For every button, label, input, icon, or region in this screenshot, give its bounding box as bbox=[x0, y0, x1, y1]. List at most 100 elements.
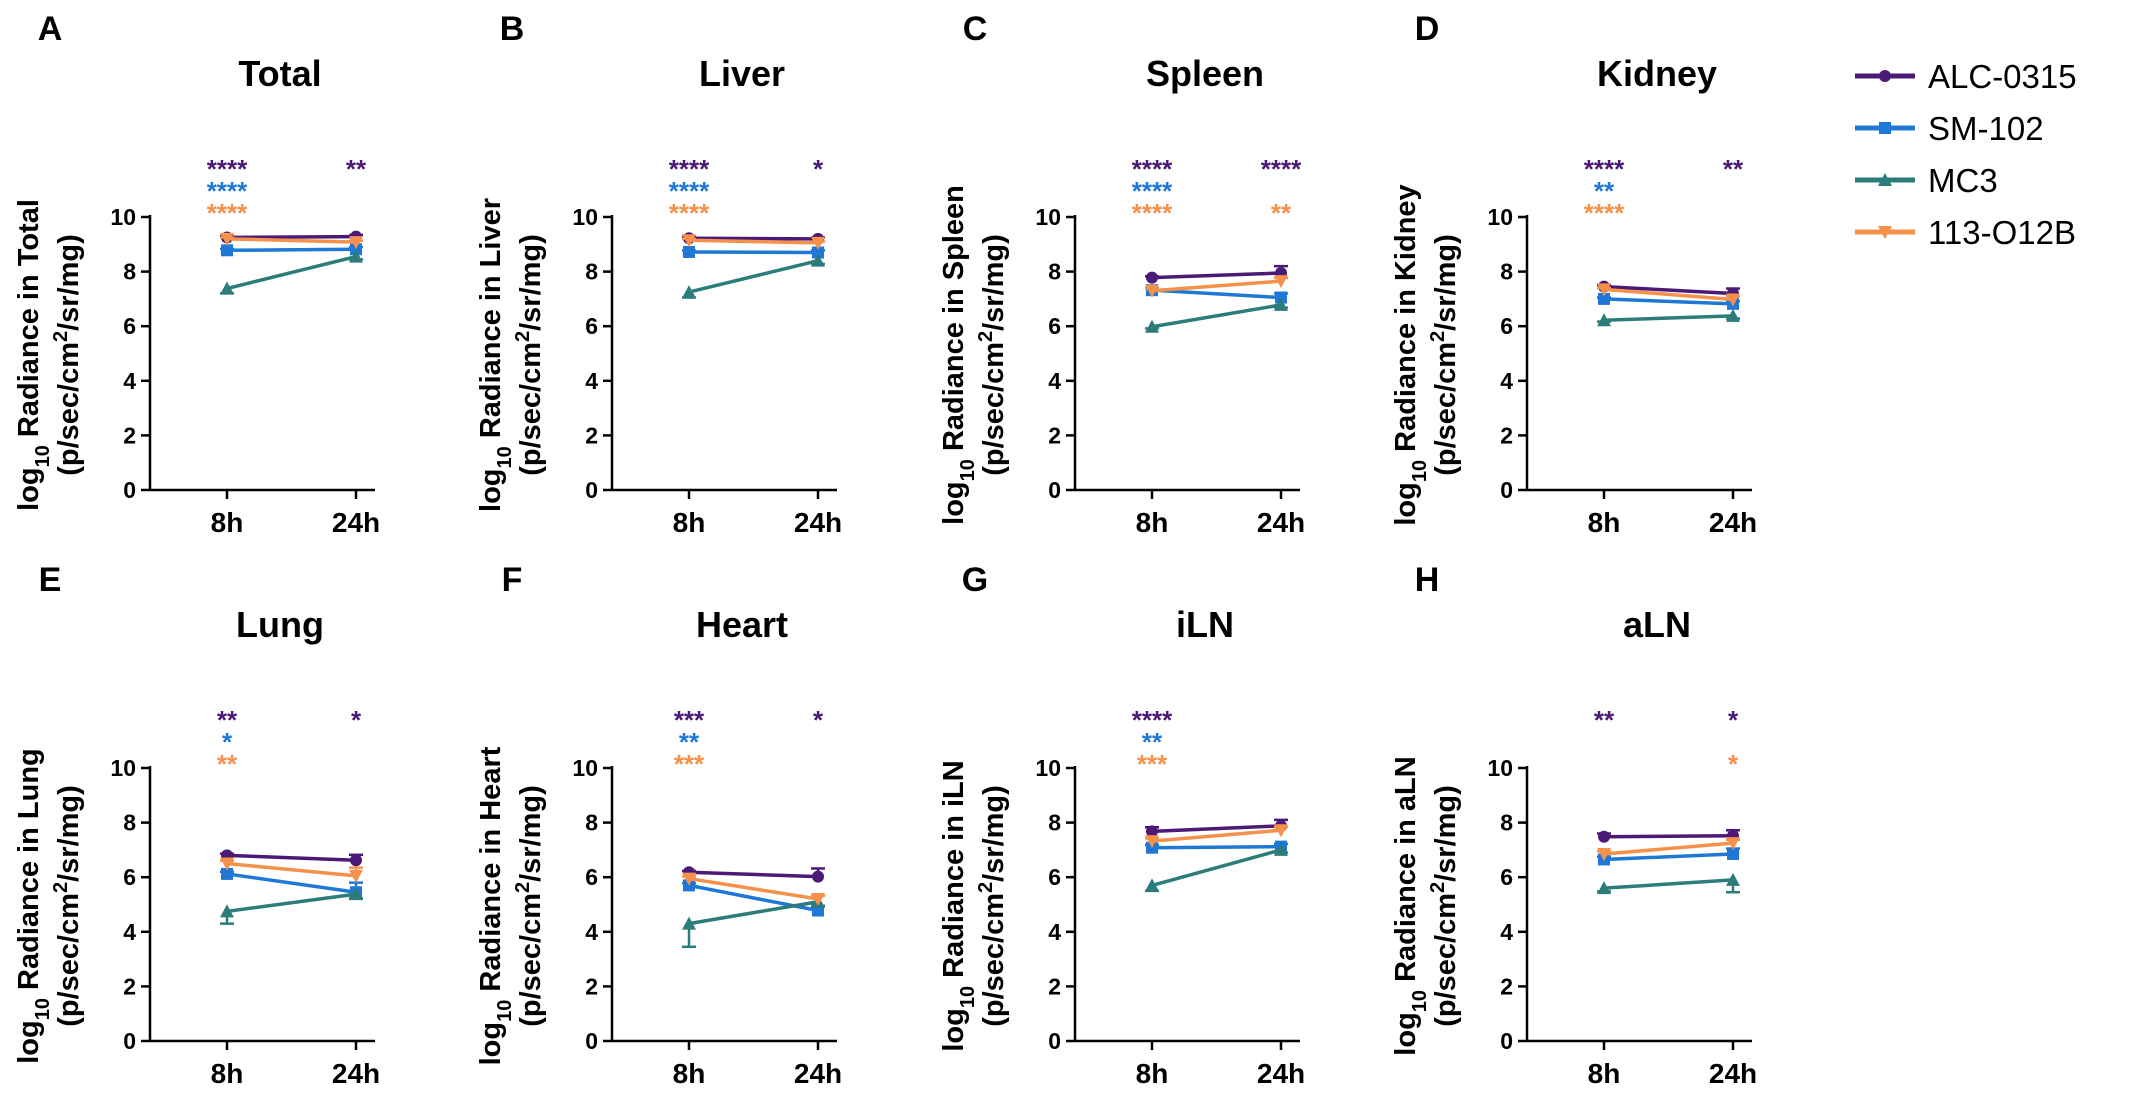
y-axis-label-part: 2 bbox=[50, 882, 72, 893]
series-113-o12b bbox=[1597, 837, 1740, 861]
series-alc-0315 bbox=[220, 849, 363, 867]
series-sm-102 bbox=[1145, 840, 1288, 854]
y-tick-label: 0 bbox=[1048, 1028, 1061, 1054]
panel-title: Spleen bbox=[1146, 53, 1264, 94]
series-line bbox=[688, 900, 819, 926]
significance-stars: * bbox=[1728, 749, 1739, 779]
legend-marker bbox=[1878, 173, 1892, 186]
y-axis-label-part: (p/sec/cm bbox=[515, 342, 547, 476]
y-tick-label: 6 bbox=[1048, 313, 1061, 339]
y-axis-label-part: /sr/mg) bbox=[978, 234, 1010, 331]
legend-marker bbox=[1878, 226, 1892, 239]
series-line bbox=[226, 237, 357, 244]
series-line bbox=[688, 250, 819, 255]
y-axis-label-part: 10 bbox=[32, 998, 54, 1020]
y-axis-label-part: 10 bbox=[1409, 990, 1431, 1012]
y-axis-label-part: log bbox=[475, 1022, 507, 1066]
series-mc3 bbox=[1145, 297, 1288, 333]
series-sm-102 bbox=[220, 243, 363, 257]
series-line bbox=[226, 247, 357, 253]
y-axis-label-line1: log10 Radiance in Total bbox=[13, 199, 54, 511]
y-axis-label-part: Radiance in iLN bbox=[938, 760, 970, 986]
data-point bbox=[1145, 878, 1159, 892]
data-point bbox=[1146, 825, 1158, 838]
significance-stars: ** bbox=[1723, 154, 1744, 184]
panel-title: Kidney bbox=[1597, 53, 1717, 94]
y-axis-label-part: /sr/mg) bbox=[978, 785, 1010, 882]
series-mc3 bbox=[1597, 872, 1740, 895]
data-point bbox=[221, 867, 233, 880]
significance-stars: * bbox=[351, 705, 362, 735]
y-tick-label: 4 bbox=[1048, 919, 1061, 945]
series-mc3 bbox=[1145, 842, 1288, 893]
data-point bbox=[1726, 837, 1740, 851]
y-axis-label-part: Radiance in Total bbox=[13, 199, 45, 445]
panel-letter: D bbox=[1415, 10, 1440, 48]
panel-title: Lung bbox=[236, 604, 324, 645]
y-axis-label-line1: log10 Radiance in iLN bbox=[938, 760, 979, 1051]
significance-stars: *** bbox=[674, 705, 705, 735]
y-axis-label-line1: log10 Radiance in Liver bbox=[475, 198, 516, 512]
series-line bbox=[1603, 297, 1734, 306]
y-tick-label: 2 bbox=[1500, 973, 1513, 999]
data-point bbox=[1146, 271, 1158, 284]
panel-letter: B bbox=[500, 10, 525, 48]
legend-marker bbox=[1879, 122, 1891, 134]
significance-stars: **** bbox=[207, 154, 248, 184]
y-tick-label: 8 bbox=[123, 810, 136, 836]
significance-stars: **** bbox=[1132, 198, 1173, 228]
y-axis-label-line1: log10 Radiance in Lung bbox=[13, 748, 54, 1064]
series-line bbox=[688, 870, 819, 879]
y-axis-label-part: log bbox=[13, 467, 45, 511]
significance-stars: **** bbox=[669, 176, 710, 206]
series-line bbox=[688, 236, 819, 241]
significance-stars: **** bbox=[1132, 705, 1173, 735]
significance-stars: **** bbox=[1132, 176, 1173, 206]
data-point bbox=[220, 281, 234, 295]
significance-stars: ** bbox=[1594, 705, 1615, 735]
y-axis-label-part: Radiance in Kidney bbox=[1390, 184, 1422, 460]
data-point bbox=[1145, 835, 1159, 849]
data-point bbox=[682, 916, 696, 930]
x-tick-label: 8h bbox=[673, 507, 706, 538]
panel-letter: F bbox=[502, 561, 523, 599]
data-point bbox=[349, 249, 363, 263]
series-113-o12b bbox=[1597, 283, 1740, 307]
series-line bbox=[1603, 284, 1734, 296]
y-axis-label-line1: log10 Radiance in Heart bbox=[475, 746, 516, 1065]
y-axis-label-part: Radiance in aLN bbox=[1390, 756, 1422, 990]
series-line bbox=[1603, 852, 1734, 862]
panel-title: aLN bbox=[1623, 604, 1691, 645]
y-axis-label-part: (p/sec/cm bbox=[53, 893, 85, 1027]
legend-item-mc3: MC3 bbox=[1855, 162, 1998, 199]
y-tick-label: 8 bbox=[1500, 259, 1513, 285]
data-point bbox=[683, 245, 695, 258]
significance-stars: **** bbox=[1132, 154, 1173, 184]
series-line bbox=[1603, 841, 1734, 856]
y-axis-label-part: 10 bbox=[957, 986, 979, 1008]
y-tick-label: 2 bbox=[123, 422, 136, 448]
legend-item-sm-102: SM-102 bbox=[1855, 110, 2044, 147]
panel-letter: H bbox=[1415, 561, 1440, 599]
x-tick-label: 8h bbox=[211, 507, 244, 538]
series-mc3 bbox=[220, 887, 363, 925]
y-tick-label: 0 bbox=[123, 1028, 136, 1054]
y-axis-label-part: log bbox=[1390, 1012, 1422, 1056]
y-axis-label-part: Radiance in Spleen bbox=[938, 185, 970, 459]
significance-stars: **** bbox=[1261, 154, 1302, 184]
legend-label: ALC-0315 bbox=[1928, 58, 2077, 95]
series-line bbox=[226, 853, 357, 863]
y-tick-label: 6 bbox=[585, 864, 598, 890]
data-point bbox=[1274, 842, 1288, 856]
series-line bbox=[226, 234, 357, 240]
y-axis-label-part: 10 bbox=[494, 446, 516, 468]
y-tick-label: 4 bbox=[1048, 368, 1061, 394]
data-point bbox=[1597, 313, 1611, 327]
y-axis-label-part: log bbox=[13, 1020, 45, 1064]
significance-stars: **** bbox=[1584, 198, 1625, 228]
significance-stars: ** bbox=[217, 749, 238, 779]
